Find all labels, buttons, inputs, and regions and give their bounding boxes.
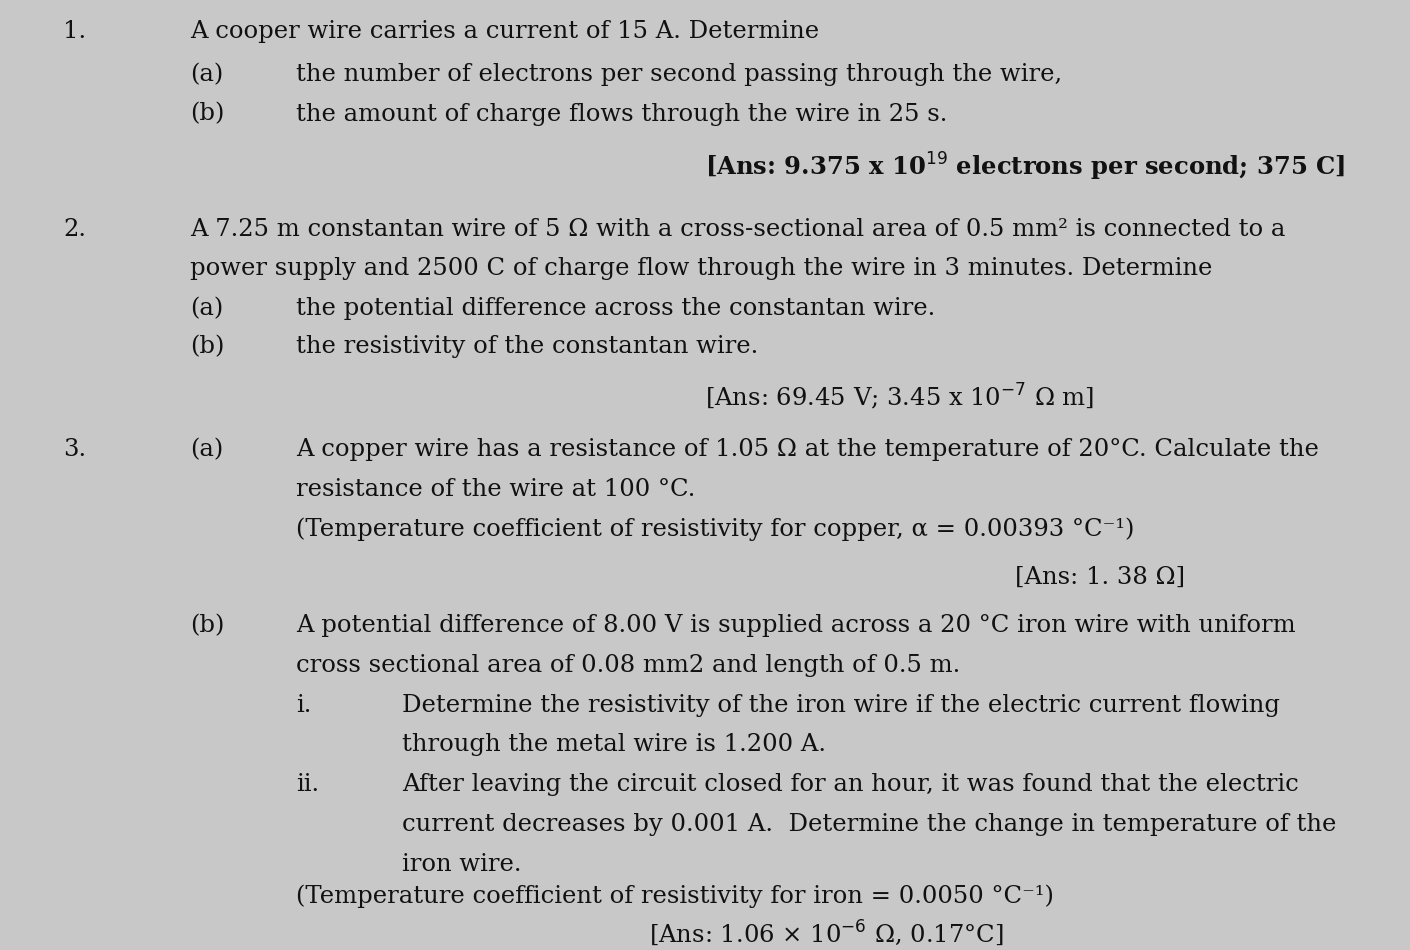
Text: iron wire.: iron wire. bbox=[402, 853, 522, 876]
Text: cross sectional area of 0.08 mm2 and length of 0.5 m.: cross sectional area of 0.08 mm2 and len… bbox=[296, 654, 960, 676]
Text: the resistivity of the constantan wire.: the resistivity of the constantan wire. bbox=[296, 335, 759, 358]
Text: (b): (b) bbox=[190, 335, 224, 358]
Text: (a): (a) bbox=[190, 63, 224, 86]
Text: current decreases by 0.001 A.  Determine the change in temperature of the: current decreases by 0.001 A. Determine … bbox=[402, 813, 1337, 836]
Text: 3.: 3. bbox=[63, 438, 86, 461]
Text: [Ans: 69.45 V; 3.45 x 10$^{−7}$ Ω m]: [Ans: 69.45 V; 3.45 x 10$^{−7}$ Ω m] bbox=[705, 381, 1094, 411]
Text: A potential difference of 8.00 V is supplied across a 20 °C iron wire with unifo: A potential difference of 8.00 V is supp… bbox=[296, 614, 1296, 637]
Text: A copper wire has a resistance of 1.05 Ω at the temperature of 20°C. Calculate t: A copper wire has a resistance of 1.05 Ω… bbox=[296, 438, 1318, 461]
Text: ii.: ii. bbox=[296, 773, 319, 796]
Text: (Temperature coefficient of resistivity for copper, α = 0.00393 °C⁻¹): (Temperature coefficient of resistivity … bbox=[296, 517, 1135, 541]
Text: (a): (a) bbox=[190, 438, 224, 461]
Text: [Ans: 9.375 x 10$^{19}$ electrons per second; 375 C]: [Ans: 9.375 x 10$^{19}$ electrons per se… bbox=[705, 151, 1345, 183]
Text: [Ans: 1.06 × 10$^{−6}$ Ω, 0.17°C]: [Ans: 1.06 × 10$^{−6}$ Ω, 0.17°C] bbox=[649, 919, 1004, 948]
Text: [Ans: 1. 38 Ω]: [Ans: 1. 38 Ω] bbox=[1015, 566, 1186, 589]
Text: (b): (b) bbox=[190, 103, 224, 125]
Text: 2.: 2. bbox=[63, 218, 86, 240]
Text: the potential difference across the constantan wire.: the potential difference across the cons… bbox=[296, 297, 935, 320]
Text: resistance of the wire at 100 °C.: resistance of the wire at 100 °C. bbox=[296, 478, 695, 501]
Text: A 7.25 m constantan wire of 5 Ω with a cross-sectional area of 0.5 mm² is connec: A 7.25 m constantan wire of 5 Ω with a c… bbox=[190, 218, 1286, 240]
Text: Determine the resistivity of the iron wire if the electric current flowing: Determine the resistivity of the iron wi… bbox=[402, 694, 1280, 716]
Text: A cooper wire carries a current of 15 A. Determine: A cooper wire carries a current of 15 A.… bbox=[190, 20, 819, 43]
Text: the number of electrons per second passing through the wire,: the number of electrons per second passi… bbox=[296, 63, 1062, 86]
Text: (b): (b) bbox=[190, 614, 224, 637]
Text: i.: i. bbox=[296, 694, 312, 716]
Text: (a): (a) bbox=[190, 297, 224, 320]
Text: through the metal wire is 1.200 A.: through the metal wire is 1.200 A. bbox=[402, 733, 826, 756]
Text: After leaving the circuit closed for an hour, it was found that the electric: After leaving the circuit closed for an … bbox=[402, 773, 1299, 796]
Text: power supply and 2500 C of charge flow through the wire in 3 minutes. Determine: power supply and 2500 C of charge flow t… bbox=[190, 257, 1213, 280]
Text: the amount of charge flows through the wire in 25 s.: the amount of charge flows through the w… bbox=[296, 103, 948, 125]
Text: (Temperature coefficient of resistivity for iron = 0.0050 °C⁻¹): (Temperature coefficient of resistivity … bbox=[296, 884, 1053, 907]
Text: 1.: 1. bbox=[63, 20, 86, 43]
